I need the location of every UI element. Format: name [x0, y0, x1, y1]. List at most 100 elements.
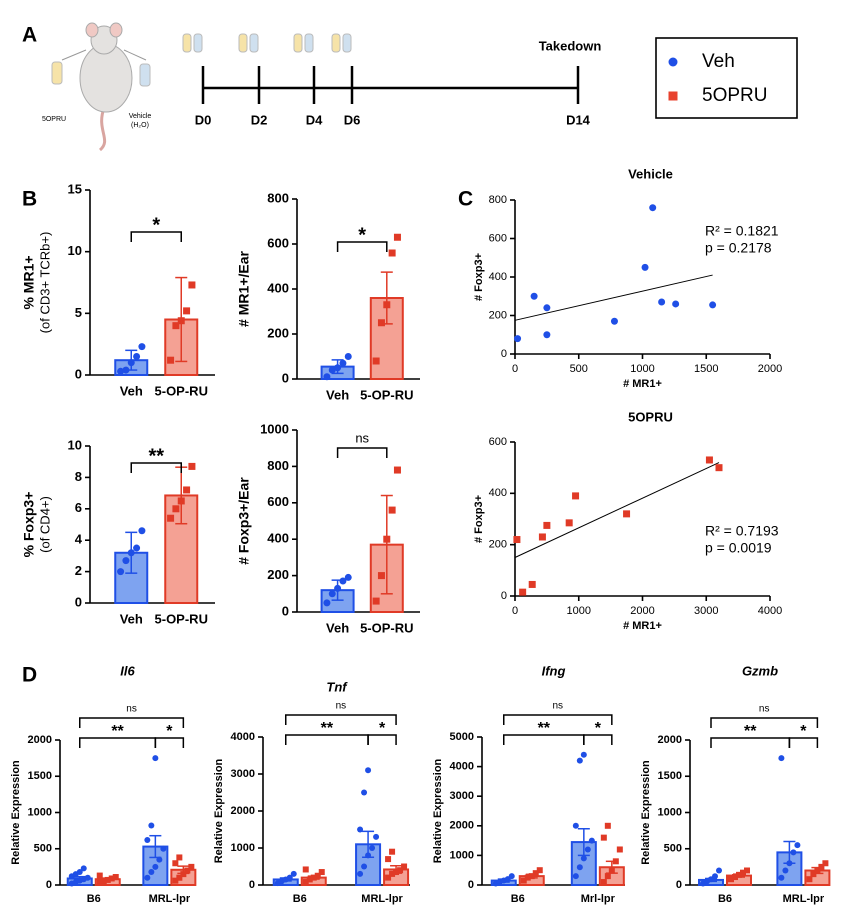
y-tick-label: 0	[468, 879, 474, 891]
data-point	[385, 874, 392, 881]
day-label: D14	[566, 112, 591, 127]
significance-label: ns	[759, 704, 770, 715]
data-point	[388, 249, 396, 257]
data-point	[565, 519, 573, 527]
endpoint-label: Takedown	[539, 38, 602, 53]
y-tick-label: 2000	[450, 820, 474, 832]
data-point	[96, 879, 103, 886]
y-tick-label: 10	[68, 437, 82, 452]
data-point	[152, 863, 159, 870]
data-point	[108, 875, 115, 882]
x-tick-label: MRL-lpr	[361, 893, 403, 905]
data-point	[148, 822, 155, 829]
x-axis-label: # MR1+	[623, 378, 662, 390]
significance-bracket	[503, 714, 613, 725]
panel-letter: C	[458, 188, 473, 211]
x-tick-label: 1500	[694, 363, 718, 375]
data-point	[508, 873, 515, 880]
significance-bracket	[130, 231, 182, 242]
panel-letter: A	[22, 24, 37, 47]
data-point	[127, 549, 135, 557]
tube-icon	[238, 33, 248, 53]
data-point	[393, 233, 401, 241]
data-point	[580, 751, 587, 758]
y-tick-label: 0	[282, 603, 289, 618]
data-point	[528, 580, 536, 588]
data-point	[138, 527, 146, 535]
y-tick-label: 1000	[231, 842, 255, 854]
chart-title: Il6	[120, 663, 135, 678]
y-axis-label: % MR1+	[21, 255, 37, 309]
x-axis-label: # MR1+	[623, 620, 662, 632]
y-axis-label: (of CD3+ TCRb+)	[37, 232, 52, 334]
data-point	[372, 597, 380, 605]
data-point	[310, 874, 317, 881]
y-axis-label: # Foxp3+	[473, 495, 485, 543]
data-point	[385, 856, 392, 863]
data-point	[148, 868, 155, 875]
y-tick-label: 0	[282, 370, 289, 385]
y-tick-label: 5000	[450, 731, 474, 743]
y-tick-label: 3000	[450, 790, 474, 802]
y-tick-label: 6	[75, 500, 82, 515]
data-point	[318, 869, 325, 876]
data-point	[672, 300, 680, 308]
y-axis-label: # Foxp3+/Ear	[236, 477, 252, 565]
y-axis-label: Relative Expression	[213, 758, 225, 863]
significance-bracket	[336, 447, 388, 458]
tube-icon	[304, 33, 314, 53]
chart-title: Ifng	[542, 663, 566, 678]
fit-line	[514, 274, 713, 321]
data-point	[361, 789, 368, 796]
data-point	[580, 855, 587, 862]
data-point	[377, 572, 385, 580]
data-point	[372, 357, 380, 365]
chart-title: Tnf	[326, 679, 348, 694]
data-point	[306, 876, 313, 883]
data-point	[172, 505, 180, 513]
data-point	[144, 837, 151, 844]
legend-label: 5OPRU	[702, 85, 767, 106]
data-point	[323, 373, 331, 381]
data-point	[357, 870, 364, 877]
significance-label: ns	[355, 430, 369, 445]
data-point	[167, 356, 175, 364]
data-point	[712, 873, 718, 880]
significance-label: *	[358, 224, 366, 246]
x-tick-label: Veh	[120, 383, 143, 398]
y-tick-label: 1000	[260, 421, 289, 436]
data-point	[600, 834, 607, 841]
data-point	[302, 879, 309, 886]
data-point	[314, 872, 321, 879]
data-point	[588, 837, 595, 844]
y-tick-label: 8	[75, 469, 82, 484]
y-tick-label: 1000	[658, 806, 682, 818]
x-tick-label: B6	[718, 893, 732, 905]
data-point	[401, 863, 408, 870]
data-point	[709, 301, 717, 309]
significance-label: **	[111, 723, 124, 740]
treatment-label: 5OPRU	[42, 116, 66, 123]
data-point	[610, 317, 618, 325]
significance-bracket	[710, 717, 819, 728]
data-point	[365, 852, 372, 859]
y-tick-label: 200	[489, 539, 507, 551]
data-point	[177, 317, 185, 325]
y-tick-label: 3000	[231, 768, 255, 780]
data-point	[133, 544, 141, 552]
y-axis-label: Relative Expression	[432, 758, 444, 863]
data-point	[810, 871, 817, 878]
y-tick-label: 400	[267, 531, 289, 546]
data-point	[705, 456, 713, 464]
significance-label: *	[800, 723, 807, 740]
stat-annotation: R² = 0.1821	[705, 223, 779, 239]
data-point	[361, 863, 368, 870]
data-point	[117, 568, 125, 576]
data-point	[532, 870, 539, 877]
y-axis-label: Relative Expression	[10, 760, 22, 865]
data-point	[790, 849, 797, 856]
data-point	[744, 867, 750, 874]
data-point	[623, 510, 631, 518]
data-point	[393, 869, 400, 876]
legend-label: Veh	[702, 51, 735, 72]
